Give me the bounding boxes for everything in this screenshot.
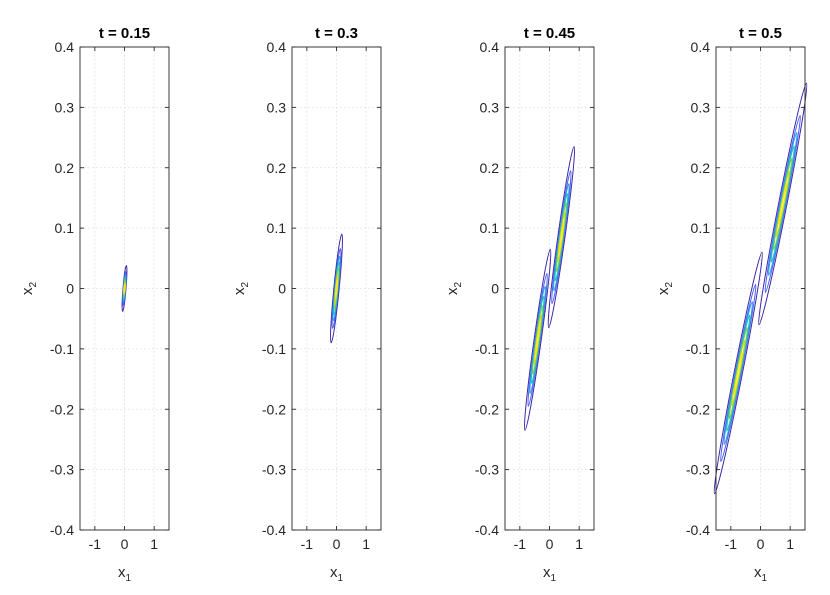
x-tick-label: -1	[725, 536, 738, 552]
subplot-title: t = 0.15	[99, 25, 150, 42]
y-tick-label: 0.3	[480, 99, 500, 115]
x-axis-label: x1	[543, 564, 557, 584]
density-blob-1	[121, 265, 128, 312]
y-tick-label: 0.2	[480, 160, 500, 176]
y-tick-label: 0.1	[267, 220, 287, 236]
y-tick-label: -0.4	[475, 522, 499, 538]
y-tick-label: 0.3	[691, 99, 711, 115]
x-tick-label: 0	[333, 536, 341, 552]
y-tick-label: -0.1	[50, 341, 74, 357]
y-tick-label: 0	[278, 281, 286, 297]
x-tick-label: 0	[757, 536, 765, 552]
subplot-3: -1 0 1 -0.4 -0.3 -0.2 -0.1 0 0.1 0.2 0.3 0.4 t = 0.4…	[444, 25, 595, 584]
contour-level-2	[551, 170, 572, 305]
subplot-title: t = 0.5	[739, 25, 782, 42]
y-axis-label: x2	[19, 282, 39, 296]
y-axis-label: x2	[444, 282, 464, 296]
x-tick-label: 0	[546, 536, 554, 552]
contour-level-7	[334, 278, 339, 299]
y-tick-label: 0.3	[267, 99, 287, 115]
y-tick-label: 0.2	[55, 160, 75, 176]
y-tick-label: -0.4	[50, 522, 74, 538]
contour-level-1	[523, 248, 552, 431]
y-tick-label: -0.4	[686, 522, 710, 538]
density-blob-1	[330, 233, 343, 344]
y-tick-label: 0.2	[691, 160, 711, 176]
y-tick-label: 0.4	[267, 39, 287, 55]
y-tick-label: -0.2	[475, 401, 499, 417]
y-tick-label: -0.3	[262, 462, 286, 478]
contour-level-1	[713, 251, 763, 495]
subplot-title: t = 0.3	[315, 25, 358, 42]
y-tick-label: 0.4	[480, 39, 500, 55]
y-tick-label: -0.1	[686, 341, 710, 357]
x-tick-label: 1	[575, 536, 583, 552]
y-tick-label: 0.1	[691, 220, 711, 236]
y-tick-label: -0.3	[50, 462, 74, 478]
contour-level-7	[534, 324, 541, 356]
y-tick-label: -0.4	[262, 522, 286, 538]
x-tick-label: -1	[89, 536, 102, 552]
x-tick-label: -1	[514, 536, 527, 552]
y-axis-label: x2	[655, 282, 675, 296]
y-tick-label: -0.1	[262, 341, 286, 357]
contour-level-7	[123, 284, 126, 293]
contour-level-2	[764, 114, 801, 293]
x-tick-label: 1	[362, 536, 370, 552]
x-axis-label: x1	[754, 564, 768, 584]
subplot-title: t = 0.45	[524, 25, 575, 42]
contour-level-2	[720, 284, 757, 463]
contour-level-2	[527, 272, 548, 407]
y-tick-label: -0.3	[686, 462, 710, 478]
contour-level-7	[778, 183, 788, 225]
y-tick-label: 0.1	[480, 220, 500, 236]
y-tick-label: 0.2	[267, 160, 287, 176]
density-blob-1	[713, 251, 763, 495]
contour-level-7	[558, 221, 565, 253]
y-tick-label: -0.3	[475, 462, 499, 478]
contour-level-1	[547, 146, 576, 329]
contour-level-7	[733, 352, 743, 394]
y-tick-label: -0.2	[686, 401, 710, 417]
subplot-2: -1 0 1 -0.4 -0.3 -0.2 -0.1 0 0.1 0.2 0.3 0.4 t = 0.3…	[231, 25, 382, 584]
y-axis-label: x2	[231, 282, 251, 296]
x-tick-label: 1	[150, 536, 158, 552]
y-tick-label: 0.4	[691, 39, 711, 55]
y-tick-label: -0.1	[475, 341, 499, 357]
contour-level-1	[330, 233, 343, 344]
y-tick-label: 0	[66, 281, 74, 297]
density-blob-1	[523, 248, 552, 431]
y-tick-label: 0	[491, 281, 499, 297]
y-tick-label: 0.3	[55, 99, 75, 115]
x-tick-label: 0	[121, 536, 129, 552]
y-tick-label: -0.2	[262, 401, 286, 417]
y-tick-label: -0.2	[50, 401, 74, 417]
subplot-1: -1 0 1 -0.4 -0.3 -0.2 -0.1 0 0.1 0.2 0.3 0.4 t = 0.1…	[19, 25, 170, 584]
x-tick-label: -1	[301, 536, 314, 552]
x-axis-label: x1	[118, 564, 132, 584]
x-tick-label: 1	[786, 536, 794, 552]
density-blob-2	[547, 146, 576, 329]
y-tick-label: 0.1	[55, 220, 75, 236]
y-tick-label: 0.4	[55, 39, 75, 55]
density-blob-2	[758, 82, 808, 326]
x-axis-label: x1	[330, 564, 344, 584]
subplot-4: -1 0 1 -0.4 -0.3 -0.2 -0.1 0 0.1 0.2 0.3 0.4 t = 0.5…	[655, 25, 808, 584]
contour-level-1	[758, 82, 808, 326]
y-tick-label: 0	[702, 281, 710, 297]
